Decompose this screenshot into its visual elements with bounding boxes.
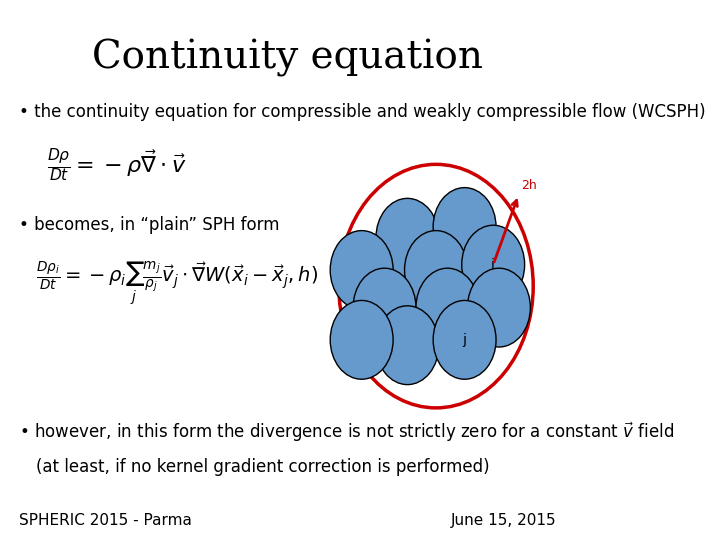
Ellipse shape xyxy=(339,164,534,408)
Ellipse shape xyxy=(405,231,467,309)
Text: • the continuity equation for compressible and weakly compressible flow (WCSPH): • the continuity equation for compressib… xyxy=(19,104,705,122)
Text: • becomes, in “plain” SPH form: • becomes, in “plain” SPH form xyxy=(19,217,279,234)
Text: i: i xyxy=(491,258,495,272)
Ellipse shape xyxy=(353,268,416,347)
Ellipse shape xyxy=(376,198,439,277)
Text: SPHERIC 2015 - Parma: SPHERIC 2015 - Parma xyxy=(19,513,192,528)
Ellipse shape xyxy=(467,268,531,347)
Text: Continuity equation: Continuity equation xyxy=(92,39,483,77)
Text: (at least, if no kernel gradient correction is performed): (at least, if no kernel gradient correct… xyxy=(36,458,490,476)
Text: $\frac{D\rho_i}{Dt} = -\rho_i \sum_j \frac{m_j}{\rho_j} \vec{v}_j \cdot \vec{\na: $\frac{D\rho_i}{Dt} = -\rho_i \sum_j \fr… xyxy=(36,259,318,307)
Text: • however, in this form the divergence is not strictly zero for a constant $\vec: • however, in this form the divergence i… xyxy=(19,421,674,444)
Ellipse shape xyxy=(416,268,479,347)
Text: j: j xyxy=(462,333,467,347)
Ellipse shape xyxy=(433,300,496,379)
Text: 2h: 2h xyxy=(521,179,537,192)
Ellipse shape xyxy=(433,187,496,266)
Ellipse shape xyxy=(376,306,439,384)
Text: $\frac{D\rho}{Dt} = -\rho \vec{\nabla} \cdot \vec{v}$: $\frac{D\rho}{Dt} = -\rho \vec{\nabla} \… xyxy=(47,146,186,184)
Ellipse shape xyxy=(462,225,525,304)
Ellipse shape xyxy=(330,231,393,309)
Ellipse shape xyxy=(330,300,393,379)
Text: June 15, 2015: June 15, 2015 xyxy=(451,513,556,528)
